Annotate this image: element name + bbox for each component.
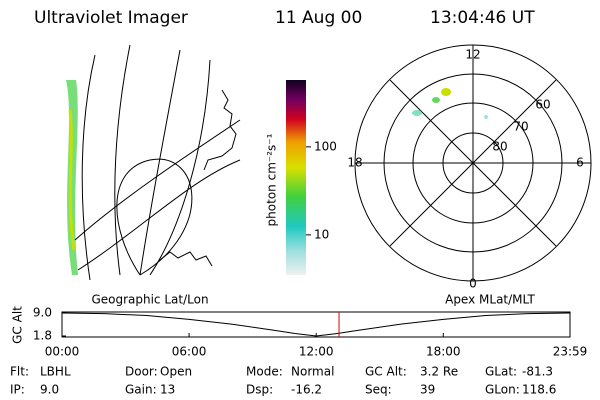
mlt-label: 0 bbox=[469, 277, 477, 291]
y-tick-label: 9.0 bbox=[33, 306, 52, 320]
x-tick-label: 12:00 bbox=[299, 345, 334, 359]
info-label: Dsp: bbox=[246, 383, 273, 397]
info-value: LBHL bbox=[40, 365, 71, 379]
info-value: 118.6 bbox=[522, 383, 556, 397]
info-label: Flt: bbox=[10, 365, 29, 379]
info-label: GLat: bbox=[485, 365, 517, 379]
date: 11 Aug 00 bbox=[275, 8, 362, 28]
info-value: -16.2 bbox=[291, 383, 322, 397]
info-label: IP: bbox=[10, 383, 25, 397]
colorbar: photon cm⁻²s⁻¹ 10 100 bbox=[265, 80, 337, 275]
info-label: Gain: bbox=[125, 383, 157, 397]
info-value: Normal bbox=[291, 365, 334, 379]
x-tick-label: 00:00 bbox=[45, 345, 80, 359]
geo-map bbox=[66, 44, 241, 281]
colorbar-tick-label: 10 bbox=[314, 227, 329, 241]
info-value: 3.2 Re bbox=[420, 365, 458, 379]
info-label: Mode: bbox=[246, 365, 283, 379]
info-label: GC Alt: bbox=[365, 365, 407, 379]
orbit-plot: Geographic Lat/Lon Apex MLat/MLT GC Alt … bbox=[11, 293, 588, 359]
altitude-line bbox=[61, 312, 571, 337]
info-label: Seq: bbox=[365, 383, 392, 397]
mlt-label: 12 bbox=[465, 48, 480, 62]
info-label: Door: bbox=[125, 365, 158, 379]
title: Ultraviolet Imager bbox=[34, 8, 188, 28]
geo-label: Geographic Lat/Lon bbox=[91, 293, 208, 307]
colorbar-scale bbox=[286, 80, 306, 275]
mlt-label: 18 bbox=[347, 156, 362, 170]
mlt-label: 6 bbox=[576, 156, 584, 170]
y-tick-label: 1.8 bbox=[33, 329, 52, 343]
info-value: 9.0 bbox=[40, 383, 59, 397]
polar-plot: 12 6 0 18 80 70 60 bbox=[347, 44, 592, 291]
colorbar-label: photon cm⁻²s⁻¹ bbox=[265, 133, 279, 226]
y-axis-label: GC Alt bbox=[11, 306, 25, 344]
info-label: GLon: bbox=[485, 383, 520, 397]
ring-label: 60 bbox=[535, 98, 550, 112]
apex-label: Apex MLat/MLT bbox=[445, 293, 535, 307]
info-table: Flt: LBHL Door: Open Mode: Normal GC Alt: 3.2 R… bbox=[10, 365, 556, 397]
x-tick-label: 06:00 bbox=[172, 345, 207, 359]
colorbar-tick-label: 100 bbox=[314, 139, 337, 153]
info-value: 39 bbox=[420, 383, 435, 397]
ring-label: 70 bbox=[513, 120, 528, 134]
time: 13:04:46 UT bbox=[430, 8, 535, 28]
info-value: Open bbox=[160, 365, 192, 379]
info-value: -81.3 bbox=[522, 365, 553, 379]
info-value: 13 bbox=[160, 383, 175, 397]
x-tick-label: 18:00 bbox=[426, 345, 461, 359]
ring-label: 80 bbox=[492, 140, 507, 154]
x-tick-label: 23:59 bbox=[553, 345, 588, 359]
